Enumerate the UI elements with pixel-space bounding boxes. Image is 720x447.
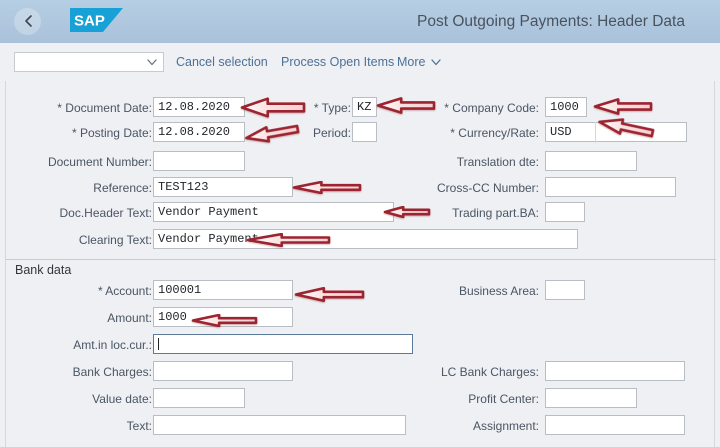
- svg-text:SAP: SAP: [74, 13, 105, 30]
